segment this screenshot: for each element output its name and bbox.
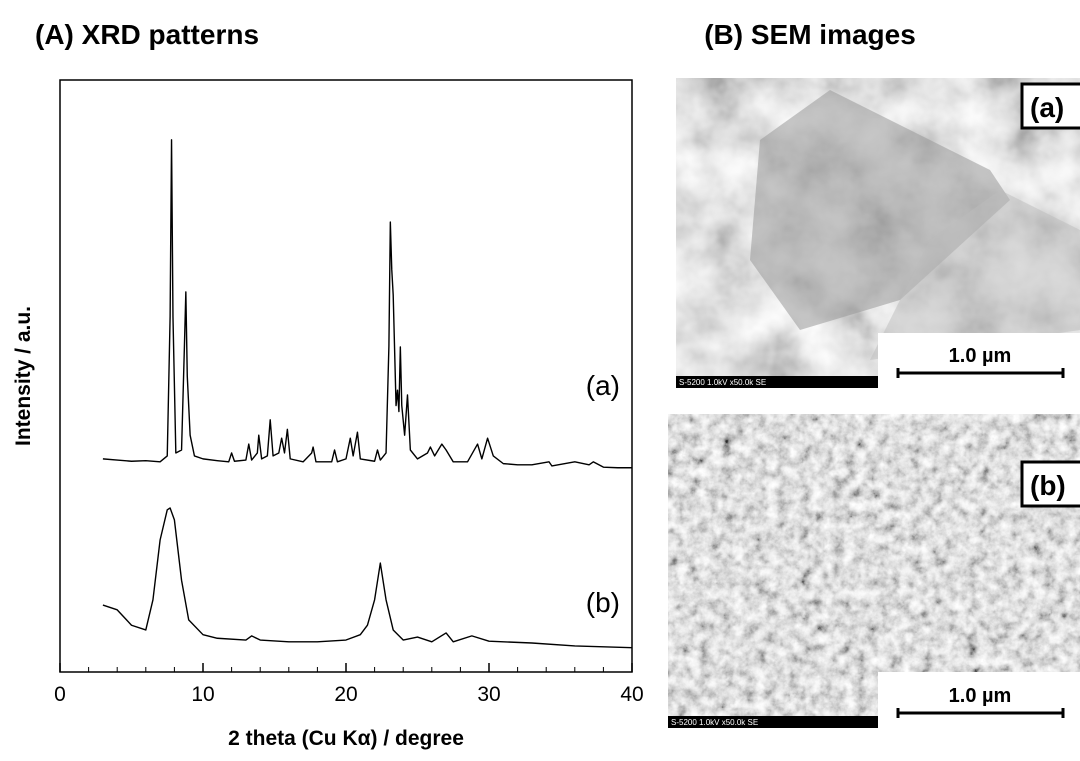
- sem-label: (b): [1030, 470, 1066, 501]
- x-axis-label: 2 theta (Cu Kα) / degree: [228, 727, 464, 750]
- x-tick-label: 0: [54, 683, 66, 706]
- xrd-curve: [103, 508, 632, 648]
- panel-title: (B) SEM images: [704, 19, 916, 50]
- series-label: (a): [586, 370, 620, 401]
- figure: (A) XRD patterns 2 theta (Cu Kα) / degre…: [0, 0, 1080, 756]
- xrd-curve: [103, 140, 632, 468]
- plot-frame: [60, 80, 632, 672]
- series-label: (b): [586, 587, 620, 618]
- panel-title: (A) XRD patterns: [35, 19, 259, 50]
- scale-text: 1.0 µm: [949, 345, 1012, 367]
- sem-image: S-5200 1.0kV x50.0k SE 1.0 µm (a): [676, 78, 1080, 388]
- sem-label: (a): [1030, 92, 1064, 123]
- x-tick-label: 40: [620, 683, 643, 706]
- sem-info: S-5200 1.0kV x50.0k SE: [679, 378, 766, 387]
- sem-image: S-5200 1.0kV x50.0k SE 1.0 µm (b): [668, 414, 1080, 728]
- scale-text: 1.0 µm: [949, 685, 1012, 707]
- x-tick-label: 30: [477, 683, 500, 706]
- y-axis-label: Intensity / a.u.: [12, 306, 35, 446]
- x-tick-label: 20: [334, 683, 357, 706]
- x-tick-label: 10: [191, 683, 214, 706]
- sem-info: S-5200 1.0kV x50.0k SE: [671, 718, 758, 727]
